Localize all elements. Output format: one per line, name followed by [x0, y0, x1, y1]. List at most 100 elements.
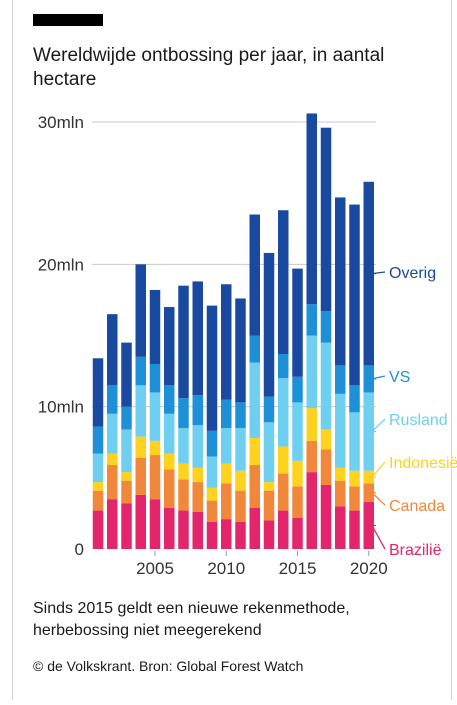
- bar-segment-indonesië: [121, 472, 132, 481]
- legend-label-rusland: Rusland: [389, 412, 448, 429]
- bar-segment-rusland: [349, 412, 360, 471]
- bar-segment-overig: [249, 214, 260, 336]
- legend-label-indonesië: Indonesië: [389, 455, 457, 472]
- bar-segment-rusland: [320, 342, 332, 430]
- legend-leader-line: [370, 524, 386, 550]
- bar-segment-vs: [92, 426, 104, 454]
- bar-segment-overig: [107, 314, 118, 386]
- bar-segment-brazilië: [278, 510, 289, 549]
- bar-segment-canada: [149, 455, 161, 500]
- bar-segment-rusland: [164, 413, 175, 454]
- bar-segment-overig: [178, 285, 189, 399]
- bar-segment-canada: [363, 483, 374, 503]
- bar-segment-canada: [349, 486, 360, 511]
- card-frame: [12, 0, 452, 700]
- bar-segment-indonesië: [263, 482, 275, 491]
- bar-segment-canada: [192, 482, 203, 512]
- bar-segment-canada: [278, 473, 289, 511]
- bar-segment-vs: [235, 402, 246, 429]
- x-tick-label: 2010: [207, 559, 245, 578]
- bar-segment-indonesië: [278, 446, 289, 474]
- bar-segment-canada: [107, 465, 118, 500]
- bar-segment-vs: [363, 365, 374, 393]
- bar-segment-brazilië: [263, 520, 275, 549]
- bar-segment-canada: [292, 486, 303, 518]
- bar-segment-overig: [192, 281, 203, 396]
- chart-title: Wereldwijde ontbossing per jaar, in aant…: [33, 45, 385, 90]
- bar-segment-vs: [306, 304, 317, 336]
- bar-segment-indonesië: [178, 463, 189, 480]
- legend-label-overig: Overig: [389, 265, 436, 282]
- bar-segment-overig: [292, 268, 303, 377]
- bar-segment-overig: [349, 204, 360, 386]
- bar-segment-rusland: [107, 413, 118, 454]
- bar-segment-canada: [335, 480, 346, 507]
- brand-bar: [33, 14, 103, 26]
- bar-segment-rusland: [249, 362, 260, 438]
- stacked-bar-chart: 0 10mln 20mln 30mln 2005 2010 2015 2020Brazilië…: [38, 113, 457, 578]
- bar-segment-vs: [206, 430, 218, 457]
- bar-segment-vs: [349, 385, 360, 413]
- bar-segment-indonesië: [107, 453, 118, 466]
- bar-segment-brazilië: [121, 503, 132, 549]
- bar-segment-canada: [249, 465, 260, 508]
- bar-segment-overig: [206, 305, 218, 431]
- y-tick-label: 10mln: [38, 398, 84, 417]
- y-tick-label: 0: [75, 540, 84, 559]
- bar-segment-vs: [149, 363, 161, 393]
- bar-segment-brazilië: [164, 507, 175, 549]
- bar-segment-vs: [178, 398, 189, 429]
- bar-segment-rusland: [263, 422, 275, 483]
- bar-segment-rusland: [149, 392, 161, 441]
- bar-segment-vs: [249, 335, 260, 363]
- bar-segment-canada: [235, 490, 246, 522]
- bar-segment-vs: [263, 396, 275, 423]
- bar-segment-rusland: [363, 392, 374, 471]
- y-tick-label: 30mln: [38, 113, 84, 132]
- bar-segment-vs: [335, 365, 346, 394]
- bar-segment-overig: [164, 307, 175, 386]
- bar-segment-brazilië: [192, 511, 203, 549]
- bar-segment-brazilië: [135, 494, 146, 549]
- bar-segment-brazilië: [206, 521, 218, 549]
- bar-segment-rusland: [192, 425, 203, 468]
- bar-segment-indonesië: [306, 408, 317, 441]
- bar-segment-rusland: [135, 385, 146, 437]
- bar-segment-vs: [320, 311, 332, 343]
- bar-segment-overig: [306, 113, 317, 305]
- legend-leader-line: [371, 271, 386, 275]
- bar-segment-brazilië: [178, 510, 189, 549]
- bar-segment-indonesië: [235, 470, 246, 491]
- bar-segment-overig: [278, 210, 289, 355]
- bar-segment-brazilië: [92, 510, 104, 549]
- bar-segment-overig: [235, 298, 246, 403]
- bar-segment-canada: [306, 440, 317, 473]
- bar-segment-overig: [320, 127, 332, 312]
- bar-segment-canada: [121, 480, 132, 504]
- bar-segment-rusland: [292, 402, 303, 461]
- bar-segment-indonesië: [292, 460, 303, 487]
- bar-segment-rusland: [235, 428, 246, 471]
- bar-segment-vs: [292, 376, 303, 403]
- bar-segment-indonesië: [206, 487, 218, 501]
- legend-leader-line: [370, 461, 386, 478]
- bar-segment-vs: [278, 354, 289, 379]
- bar-segment-overig: [363, 181, 374, 366]
- bar-segment-brazilië: [292, 517, 303, 549]
- bar-segment-overig: [149, 289, 161, 364]
- legend-label-canada: Canada: [389, 498, 445, 515]
- bar-segment-rusland: [335, 393, 346, 468]
- bar-segment-vs: [135, 356, 146, 386]
- bar-segment-indonesië: [149, 440, 161, 456]
- bar-segment-indonesië: [92, 482, 104, 491]
- bar-segment-canada: [221, 483, 232, 520]
- bar-segment-brazilië: [306, 472, 317, 549]
- bar-segment-rusland: [121, 429, 132, 473]
- x-tick-label: 2005: [136, 559, 174, 578]
- bar-segment-vs: [107, 385, 118, 414]
- bar-segment-indonesië: [221, 463, 232, 484]
- bar-segment-canada: [178, 479, 189, 511]
- bar-segment-indonesië: [363, 470, 374, 484]
- bar-segment-vs: [121, 406, 132, 430]
- chart-source: © de Volkskrant. Bron: Global Forest Wat…: [33, 658, 304, 674]
